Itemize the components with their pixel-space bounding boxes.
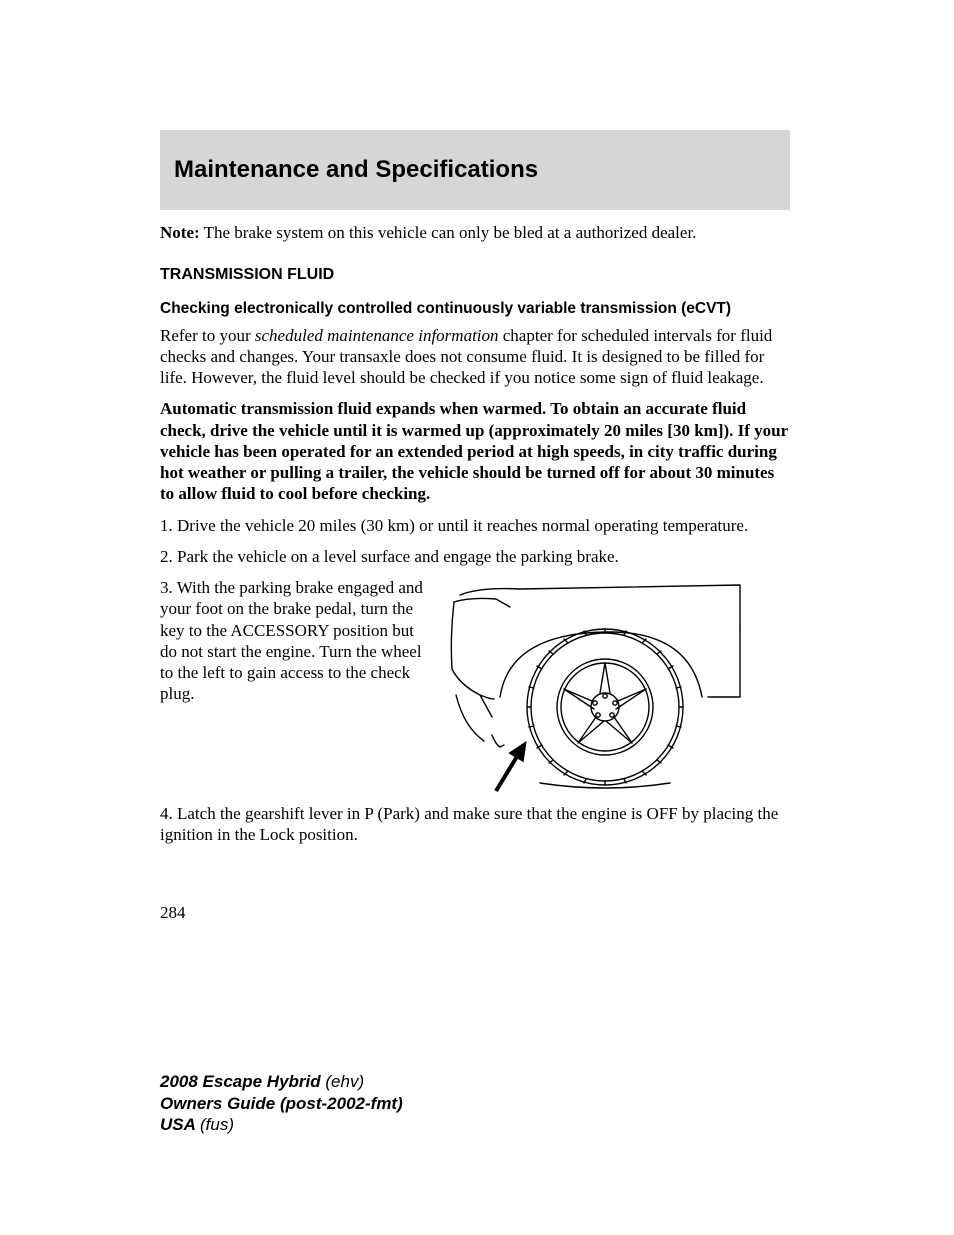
section-title: TRANSMISSION FLUID [160, 265, 790, 285]
footer-line-2: Owners Guide (post-2002-fmt) [160, 1093, 403, 1114]
footer-model: 2008 Escape Hybrid [160, 1072, 325, 1091]
paragraph-1: Refer to your scheduled maintenance info… [160, 325, 790, 389]
footer-line-1: 2008 Escape Hybrid (ehv) [160, 1071, 403, 1092]
step-1: 1. Drive the vehicle 20 miles (30 km) or… [160, 515, 790, 536]
paragraph-2-bold: Automatic transmission fluid expands whe… [160, 398, 790, 504]
wheel-illustration [440, 577, 750, 797]
note-label: Note: [160, 223, 200, 242]
chapter-header-bar: Maintenance and Specifications [160, 130, 790, 210]
content-area: Note: The brake system on this vehicle c… [160, 222, 790, 923]
footer-region: USA [160, 1115, 200, 1134]
step-2: 2. Park the vehicle on a level surface a… [160, 546, 790, 567]
para1-italic: scheduled maintenance information [255, 326, 499, 345]
footer-model-code: (ehv) [325, 1072, 364, 1091]
page: Maintenance and Specifications Note: The… [0, 0, 954, 1235]
subsection-title: Checking electronically controlled conti… [160, 299, 790, 318]
step-4: 4. Latch the gearshift lever in P (Park)… [160, 803, 790, 846]
footer: 2008 Escape Hybrid (ehv) Owners Guide (p… [160, 1071, 403, 1135]
footer-line-3: USA (fus) [160, 1114, 403, 1135]
footer-region-code: (fus) [200, 1115, 234, 1134]
note-paragraph: Note: The brake system on this vehicle c… [160, 222, 790, 243]
step-3-row: 3. With the parking brake engaged and yo… [160, 577, 790, 797]
step-3: 3. With the parking brake engaged and yo… [160, 577, 440, 705]
page-number: 284 [160, 902, 790, 923]
note-text: The brake system on this vehicle can onl… [200, 223, 697, 242]
para1-lead: Refer to your [160, 326, 255, 345]
chapter-title: Maintenance and Specifications [174, 156, 538, 184]
